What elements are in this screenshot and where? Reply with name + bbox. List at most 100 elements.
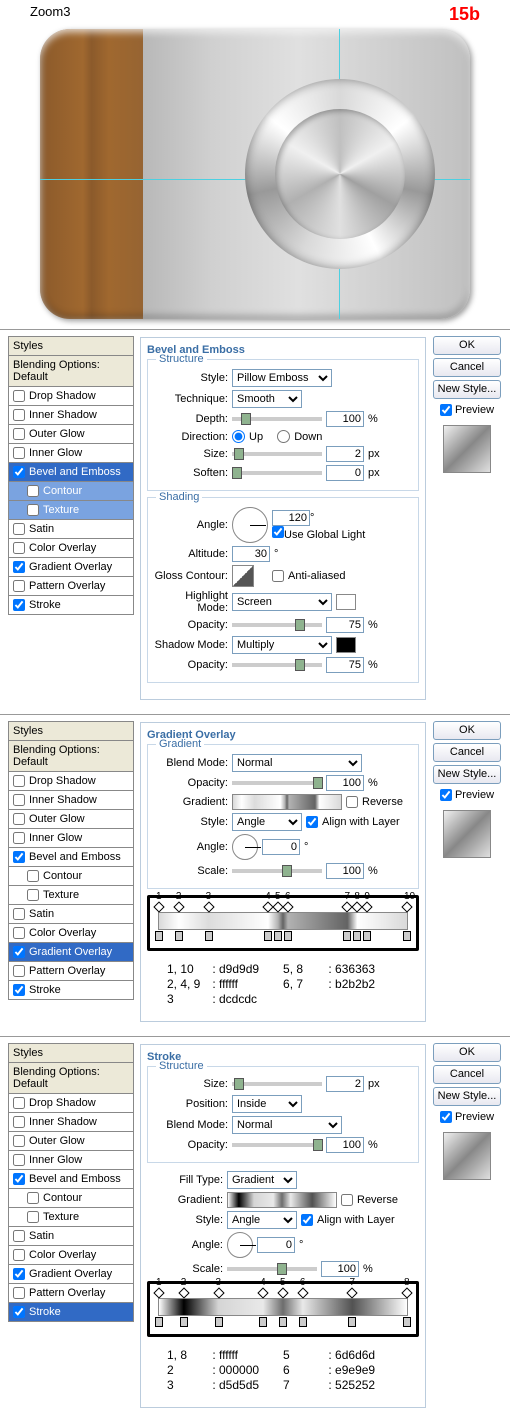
gscale-slider[interactable] — [232, 869, 322, 873]
fill-select[interactable]: Gradient — [227, 1171, 297, 1189]
shadow-select[interactable]: Multiply — [232, 636, 332, 654]
gop-input[interactable] — [326, 775, 364, 791]
angle-input[interactable] — [272, 510, 310, 526]
dir-down[interactable] — [277, 430, 290, 443]
sop-slider[interactable] — [232, 663, 322, 667]
style-item[interactable]: Texture — [8, 1208, 134, 1227]
sscale-input[interactable] — [321, 1261, 359, 1277]
style-check[interactable] — [13, 1173, 25, 1185]
size-input[interactable] — [326, 446, 364, 462]
style-item[interactable]: Bevel and Emboss — [8, 1170, 134, 1189]
style-item[interactable]: Bevel and Emboss — [8, 848, 134, 867]
style-item[interactable]: Drop Shadow — [8, 387, 134, 406]
style-check[interactable] — [13, 851, 25, 863]
style-check[interactable] — [13, 390, 25, 402]
blend-select[interactable]: Normal — [232, 754, 362, 772]
soften-input[interactable] — [326, 465, 364, 481]
style-item[interactable]: Drop Shadow — [8, 1094, 134, 1113]
sangle-dial[interactable] — [227, 1232, 253, 1258]
style-item[interactable]: Inner Shadow — [8, 1113, 134, 1132]
style-select[interactable]: Pillow Emboss — [232, 369, 332, 387]
style-check[interactable] — [13, 1154, 25, 1166]
style-check[interactable] — [13, 984, 25, 996]
anti-alias-check[interactable] — [272, 570, 284, 582]
style-item[interactable]: Stroke — [8, 981, 134, 1000]
sstyle-select[interactable]: Angle — [227, 1211, 297, 1229]
ok-button-3[interactable]: OK — [433, 1043, 501, 1062]
style-item[interactable]: Satin — [8, 905, 134, 924]
style-check[interactable] — [13, 1287, 25, 1299]
style-item[interactable]: Outer Glow — [8, 810, 134, 829]
salign-check[interactable] — [301, 1214, 313, 1226]
style-check[interactable] — [13, 1306, 25, 1318]
cancel-button-2[interactable]: Cancel — [433, 743, 501, 762]
style-check[interactable] — [13, 794, 25, 806]
style-check[interactable] — [13, 428, 25, 440]
gop-slider[interactable] — [232, 781, 322, 785]
sh-color[interactable] — [336, 637, 356, 653]
style-check[interactable] — [27, 870, 39, 882]
hop-input[interactable] — [326, 617, 364, 633]
style-item[interactable]: Inner Glow — [8, 1151, 134, 1170]
style-item[interactable]: Gradient Overlay — [8, 1265, 134, 1284]
style-item[interactable]: Pattern Overlay — [8, 577, 134, 596]
style-check[interactable] — [13, 946, 25, 958]
preview-check-3[interactable] — [440, 1111, 452, 1123]
style-check[interactable] — [13, 927, 25, 939]
cancel-button-3[interactable]: Cancel — [433, 1065, 501, 1084]
style-check[interactable] — [13, 466, 25, 478]
style-check[interactable] — [27, 889, 39, 901]
gscale-input[interactable] — [326, 863, 364, 879]
style-check[interactable] — [13, 1268, 25, 1280]
style-item[interactable]: Inner Glow — [8, 444, 134, 463]
style-item[interactable]: Inner Glow — [8, 829, 134, 848]
style-item[interactable]: Inner Shadow — [8, 406, 134, 425]
style-check[interactable] — [13, 523, 25, 535]
sreverse-check[interactable] — [341, 1194, 353, 1206]
style-item[interactable]: Outer Glow — [8, 425, 134, 444]
style-check[interactable] — [27, 504, 39, 516]
style-item[interactable]: Drop Shadow — [8, 772, 134, 791]
style-item[interactable]: Satin — [8, 520, 134, 539]
style-check[interactable] — [13, 542, 25, 554]
global-light-check[interactable] — [272, 526, 284, 538]
sgradient-picker[interactable] — [227, 1192, 337, 1208]
style-check[interactable] — [13, 1249, 25, 1261]
style-check[interactable] — [13, 813, 25, 825]
technique-select[interactable]: Smooth — [232, 390, 302, 408]
contour-picker[interactable] — [232, 565, 254, 587]
style-item[interactable]: Contour — [8, 482, 134, 501]
style-check[interactable] — [13, 1230, 25, 1242]
style-item[interactable]: Contour — [8, 1189, 134, 1208]
ssize-slider[interactable] — [232, 1082, 322, 1086]
style-item[interactable]: Stroke — [8, 596, 134, 615]
style-check[interactable] — [13, 908, 25, 920]
style-check[interactable] — [13, 580, 25, 592]
style-item[interactable]: Bevel and Emboss — [8, 463, 134, 482]
style-check[interactable] — [13, 447, 25, 459]
ok-button[interactable]: OK — [433, 336, 501, 355]
alt-input[interactable] — [232, 546, 270, 562]
sop2-slider[interactable] — [232, 1143, 322, 1147]
new-style-button-3[interactable]: New Style... — [433, 1087, 501, 1106]
cancel-button[interactable]: Cancel — [433, 358, 501, 377]
blending-header-3[interactable]: Blending Options: Default — [8, 1063, 134, 1094]
style-check[interactable] — [27, 1211, 39, 1223]
style-item[interactable]: Satin — [8, 1227, 134, 1246]
reverse-check[interactable] — [346, 796, 358, 808]
style-item[interactable]: Texture — [8, 886, 134, 905]
style-item[interactable]: Pattern Overlay — [8, 1284, 134, 1303]
gradient-bar[interactable]: 12345678910 — [158, 912, 408, 930]
sgradient-bar[interactable]: 12345678 — [158, 1298, 408, 1316]
style-check[interactable] — [13, 832, 25, 844]
pos-select[interactable]: Inside — [232, 1095, 302, 1113]
sop2-input[interactable] — [326, 1137, 364, 1153]
style-item[interactable]: Gradient Overlay — [8, 558, 134, 577]
style-check[interactable] — [13, 965, 25, 977]
depth-input[interactable] — [326, 411, 364, 427]
ok-button-2[interactable]: OK — [433, 721, 501, 740]
style-item[interactable]: Inner Shadow — [8, 791, 134, 810]
gradient-picker[interactable] — [232, 794, 342, 810]
soften-slider[interactable] — [232, 471, 322, 475]
style-check[interactable] — [13, 1097, 25, 1109]
